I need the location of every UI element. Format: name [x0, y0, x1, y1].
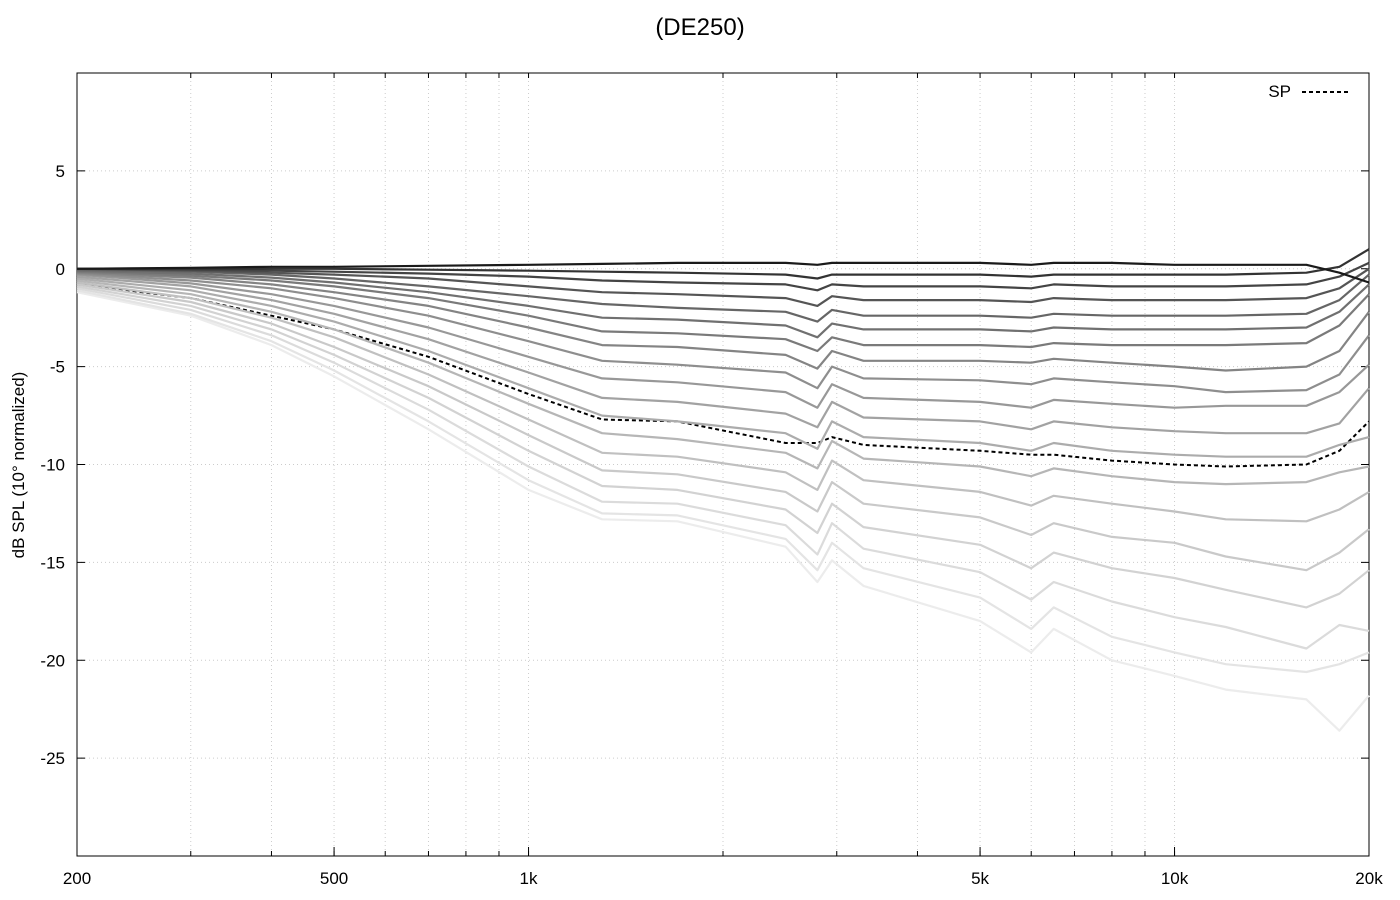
series-line	[76, 283, 1370, 572]
series-line	[76, 261, 1370, 284]
series-line	[76, 291, 1370, 732]
y-tick-label: -5	[50, 358, 65, 377]
series-line	[76, 273, 1370, 409]
series-line-sp	[76, 283, 1370, 468]
plot-frame	[76, 72, 1370, 857]
series-line	[76, 279, 1370, 486]
x-tick-label: 5k	[971, 869, 989, 888]
series-line	[76, 287, 1370, 650]
series-line	[76, 261, 1370, 292]
x-tick-label: 500	[320, 869, 348, 888]
series-line	[76, 268, 1370, 323]
y-tick-label: -25	[40, 749, 65, 768]
x-tick-label: 20k	[1355, 869, 1383, 888]
y-tick-label: 0	[56, 260, 65, 279]
x-tick-label: 10k	[1161, 869, 1189, 888]
series-line	[76, 281, 1370, 523]
x-tick-label: 200	[63, 869, 91, 888]
series-line	[76, 285, 1370, 609]
series-line	[76, 277, 1370, 458]
series-line	[77, 248, 1370, 280]
series-line	[76, 270, 1370, 353]
series-line	[76, 269, 1370, 339]
y-tick-label: -20	[40, 651, 65, 670]
legend-label: SP	[1268, 82, 1291, 101]
y-tick-label: -15	[40, 553, 65, 572]
chart-title: (DE250)	[655, 14, 745, 41]
series-line	[76, 267, 1370, 307]
y-tick-label: -10	[40, 456, 65, 475]
series-line	[76, 275, 1370, 435]
series-line	[76, 289, 1370, 674]
x-tick-label: 1k	[520, 869, 538, 888]
series-line	[76, 272, 1370, 394]
y-tick-label: 5	[56, 162, 65, 181]
series-line	[76, 271, 1370, 372]
